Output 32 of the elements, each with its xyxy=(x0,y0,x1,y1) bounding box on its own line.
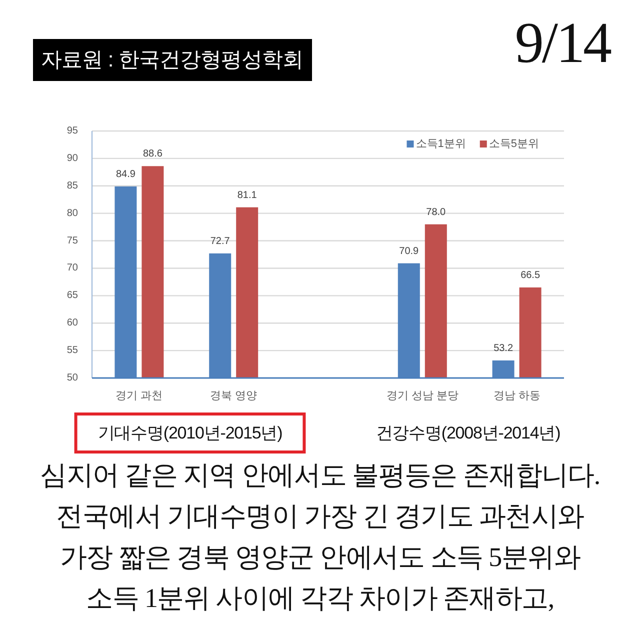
legend-label: 소득5분위 xyxy=(488,138,539,150)
y-tick-label: 70 xyxy=(66,262,78,274)
data-label: 66.5 xyxy=(520,270,540,281)
y-tick-label: 55 xyxy=(66,345,78,356)
y-tick-label: 65 xyxy=(66,290,78,302)
data-label: 53.2 xyxy=(494,342,514,354)
data-label: 78.0 xyxy=(426,206,446,218)
text: 가장 짧은 경북 영양군 안에서도 소득 5분위와 xyxy=(60,542,581,572)
y-tick-label: 80 xyxy=(66,208,78,219)
y-tick-label: 50 xyxy=(66,372,78,384)
x-tick-label: 경기 과천 xyxy=(116,390,163,402)
y-tick-label: 75 xyxy=(66,235,78,246)
data-label: 81.1 xyxy=(237,190,258,201)
text: 전국에서 기대수명이 가장 긴 경기도 과천시와 xyxy=(56,501,585,531)
data-label: 70.9 xyxy=(399,246,420,257)
data-label: 84.9 xyxy=(116,168,136,180)
text: 건강수명(2008년-2014년) xyxy=(376,424,560,442)
text: 기대수명(2010년-2015년) xyxy=(98,424,282,442)
x-tick-label: 경기 성남 분당 xyxy=(386,390,458,402)
legend-label: 소득1분위 xyxy=(416,138,466,150)
text: 심지어 같은 지역 안에서도 불평등은 존재합니다. xyxy=(40,460,600,490)
text: 9/14 xyxy=(514,10,612,75)
x-tick-label: 경북 영양 xyxy=(210,390,258,402)
y-tick-label: 95 xyxy=(66,126,78,136)
y-tick-label: 60 xyxy=(66,318,78,329)
text: 소득 1분위 사이에 각각 차이가 존재하고, xyxy=(86,583,554,613)
data-label: 88.6 xyxy=(142,148,163,160)
y-tick-label: 85 xyxy=(66,180,78,192)
y-tick-label: 90 xyxy=(66,152,78,164)
text: 자료원 : 한국건강형평성학회 xyxy=(41,48,304,72)
x-tick-label: 경남 하동 xyxy=(493,390,540,402)
data-label: 72.7 xyxy=(210,236,230,247)
